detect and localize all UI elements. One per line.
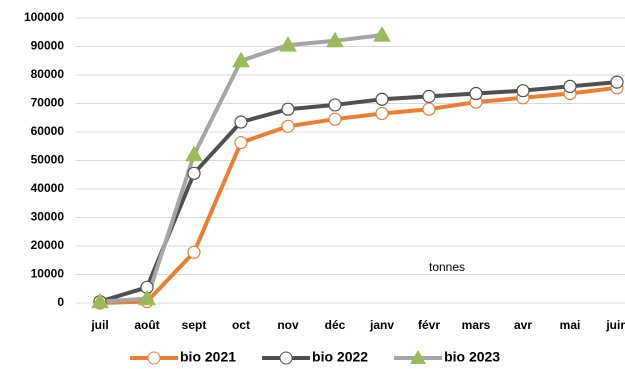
x-tick-label: oct bbox=[232, 318, 250, 332]
legend-label: bio 2021 bbox=[180, 349, 236, 365]
x-tick-label: févr bbox=[418, 318, 440, 332]
data-point bbox=[422, 89, 436, 103]
x-tick-label: mai bbox=[560, 318, 581, 332]
data-point bbox=[234, 115, 248, 129]
legend-label: bio 2022 bbox=[312, 349, 368, 365]
x-tick-label: juin bbox=[605, 318, 625, 332]
y-tick-label: 0 bbox=[57, 295, 64, 309]
data-point bbox=[373, 26, 391, 42]
data-point bbox=[232, 51, 250, 68]
x-tick-label: avr bbox=[514, 318, 532, 332]
data-point bbox=[326, 31, 344, 48]
data-point bbox=[234, 135, 248, 150]
legend-item: bio 2021 bbox=[130, 349, 236, 365]
data-point bbox=[328, 112, 342, 126]
data-point bbox=[375, 92, 389, 106]
data-point bbox=[187, 245, 201, 259]
data-point bbox=[328, 98, 342, 112]
x-tick-label: déc bbox=[325, 318, 346, 332]
data-point bbox=[375, 106, 389, 121]
data-point bbox=[610, 75, 624, 89]
x-tick-label: nov bbox=[277, 318, 299, 332]
x-tick-label: janv bbox=[369, 318, 394, 332]
series-line bbox=[99, 80, 618, 304]
y-tick-label: 100000 bbox=[24, 10, 64, 24]
data-point bbox=[281, 119, 295, 133]
data-point bbox=[91, 292, 109, 309]
data-point bbox=[516, 84, 530, 98]
series-line bbox=[99, 85, 618, 305]
y-tick-label: 40000 bbox=[31, 181, 65, 195]
annotation: tonnes bbox=[429, 260, 465, 274]
x-tick-label: sept bbox=[182, 318, 207, 332]
legend-marker bbox=[279, 351, 293, 365]
data-point bbox=[187, 166, 201, 180]
legend-item: bio 2023 bbox=[394, 349, 500, 365]
legend-marker bbox=[147, 351, 161, 365]
y-tick-label: 60000 bbox=[31, 124, 65, 138]
data-point bbox=[185, 145, 203, 162]
x-tick-label: juil bbox=[90, 318, 108, 332]
data-point bbox=[563, 79, 577, 94]
x-tick-label: août bbox=[134, 318, 159, 332]
legend-marker bbox=[410, 350, 427, 364]
data-point bbox=[469, 86, 483, 101]
y-tick-label: 30000 bbox=[31, 210, 65, 224]
data-point bbox=[422, 102, 436, 116]
y-tick-label: 70000 bbox=[31, 96, 65, 110]
legend-item: bio 2022 bbox=[262, 349, 368, 365]
y-tick-label: 50000 bbox=[31, 153, 65, 167]
y-tick-label: 90000 bbox=[31, 39, 65, 53]
legend-label: bio 2023 bbox=[444, 349, 500, 365]
data-point bbox=[279, 36, 297, 52]
y-tick-label: 10000 bbox=[31, 267, 65, 281]
x-tick-label: mars bbox=[462, 318, 491, 332]
y-tick-label: 80000 bbox=[31, 67, 65, 81]
data-point bbox=[281, 102, 295, 116]
data-point bbox=[138, 289, 156, 306]
y-tick-label: 20000 bbox=[31, 238, 65, 252]
